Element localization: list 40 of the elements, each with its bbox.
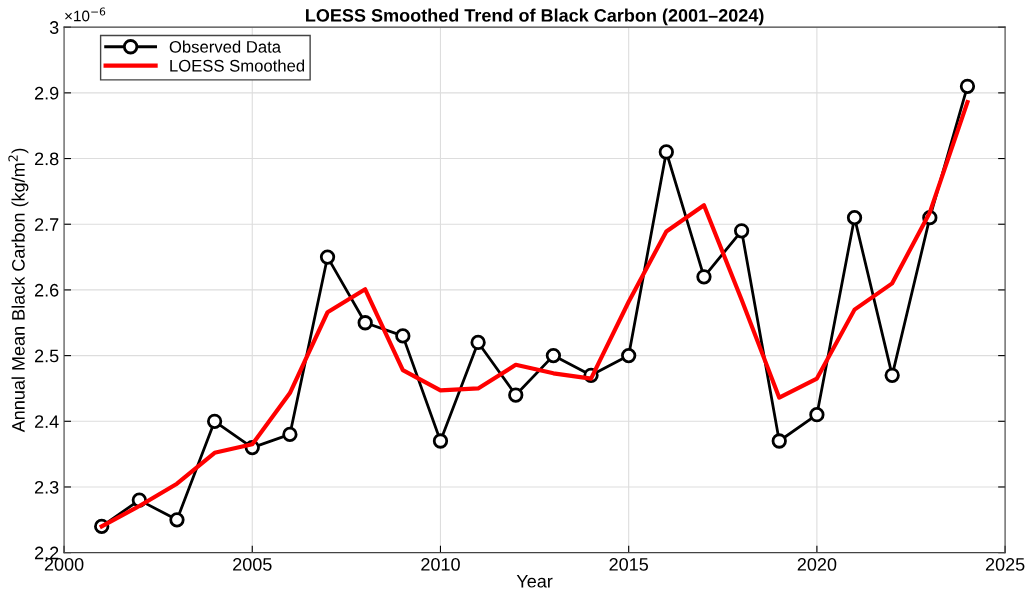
point [395, 328, 411, 344]
x-tick-label: 2020 [797, 558, 837, 571]
x-axis-title: Year [516, 575, 553, 588]
point [621, 347, 637, 364]
y-tick-label: 2.6 [35, 283, 59, 297]
point [319, 249, 336, 265]
legend-label: LOESS Smoothed [170, 59, 305, 72]
y-tick-label: 2.2 [35, 546, 59, 560]
chart-title: LOESS Smoothed Trend of Black Carbon (2001–2024) [306, 8, 764, 26]
y-tick-label: 2.7 [35, 218, 59, 231]
y-axis-title: Annual Mean Black Carbon (kg/m$^{2}$) [8, 148, 29, 433]
y-tick-label: 3 [49, 21, 59, 34]
point [545, 347, 562, 364]
point [470, 334, 486, 351]
point [884, 367, 900, 383]
x-tick-label: 2015 [609, 558, 649, 571]
y-tick-label: 2.3 [35, 480, 59, 494]
point [959, 78, 976, 94]
y-tick-label: 2.4 [35, 415, 59, 428]
y-tick-label: 2.9 [35, 86, 59, 100]
legend-label: Observed Data [169, 40, 282, 53]
point [733, 223, 750, 239]
point [357, 315, 373, 331]
point [658, 144, 674, 160]
point [696, 269, 712, 285]
x-tick-label: 2025 [985, 558, 1025, 571]
point [432, 433, 449, 449]
point [771, 433, 787, 449]
y-tick-label: 2.8 [35, 152, 59, 166]
point [508, 387, 524, 403]
point [809, 407, 825, 423]
point [846, 210, 863, 226]
text: ×10$^{−6}$ [65, 7, 106, 22]
point [169, 512, 185, 528]
x-tick-label: 2010 [421, 558, 460, 571]
point [206, 413, 223, 429]
y-tick-label: 2.5 [35, 349, 59, 363]
x-tick-label: 2000 [44, 558, 84, 571]
x-tick-label: 2005 [233, 558, 272, 571]
point [282, 426, 298, 443]
